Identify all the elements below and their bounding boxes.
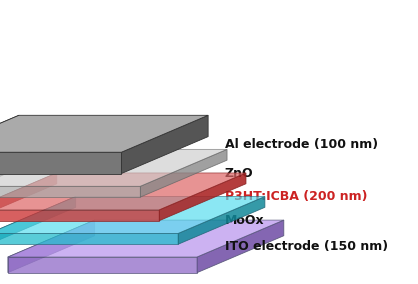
Polygon shape bbox=[0, 186, 140, 197]
Polygon shape bbox=[0, 149, 38, 197]
Polygon shape bbox=[197, 220, 284, 273]
Polygon shape bbox=[0, 233, 178, 244]
Polygon shape bbox=[8, 220, 94, 273]
Text: MoOx: MoOx bbox=[225, 214, 264, 227]
Polygon shape bbox=[0, 173, 246, 210]
Polygon shape bbox=[0, 115, 19, 174]
Polygon shape bbox=[140, 149, 227, 197]
Polygon shape bbox=[0, 115, 208, 152]
Polygon shape bbox=[0, 173, 57, 221]
Polygon shape bbox=[159, 173, 246, 221]
Polygon shape bbox=[178, 197, 265, 244]
Polygon shape bbox=[8, 257, 197, 273]
Polygon shape bbox=[0, 210, 159, 221]
Polygon shape bbox=[0, 152, 121, 174]
Text: ITO electrode (150 nm): ITO electrode (150 nm) bbox=[225, 240, 388, 253]
Polygon shape bbox=[0, 197, 76, 244]
Polygon shape bbox=[8, 220, 284, 257]
Polygon shape bbox=[0, 197, 265, 233]
Text: Al electrode (100 nm): Al electrode (100 nm) bbox=[225, 138, 378, 151]
Text: P3HT:ICBA (200 nm): P3HT:ICBA (200 nm) bbox=[225, 190, 367, 203]
Polygon shape bbox=[0, 149, 227, 186]
Text: ZnO: ZnO bbox=[225, 167, 253, 180]
Polygon shape bbox=[121, 115, 208, 174]
